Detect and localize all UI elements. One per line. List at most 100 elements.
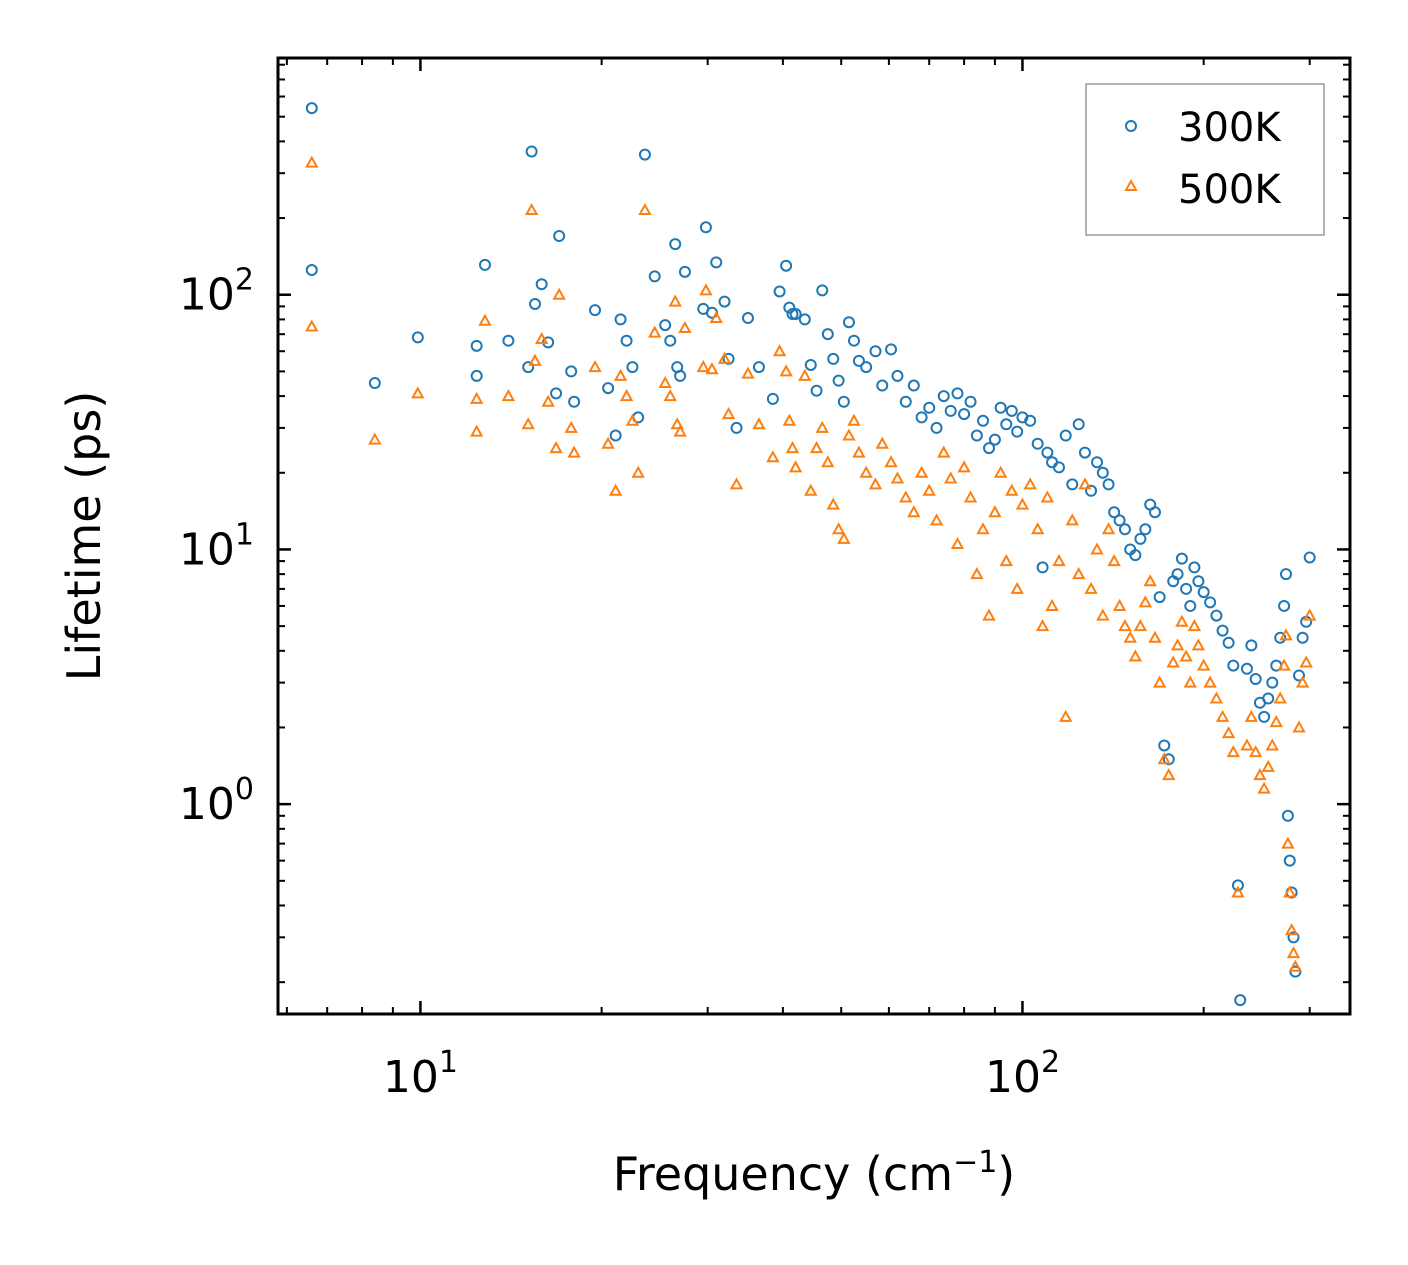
point-300k — [1281, 809, 1294, 822]
point-300k — [1180, 582, 1193, 595]
point-300k — [470, 369, 483, 382]
point-300k — [1118, 523, 1131, 536]
x-tick-label: 102 — [985, 1045, 1060, 1103]
point-300k — [1139, 523, 1152, 536]
point-500k — [663, 389, 677, 402]
point-300k — [1231, 879, 1244, 892]
point-300k — [620, 334, 633, 347]
point-300k — [1287, 931, 1300, 944]
point-500k — [541, 394, 555, 407]
point-500k — [922, 483, 936, 496]
point-500k — [1281, 836, 1295, 849]
point-500k — [1118, 619, 1132, 632]
point-300k — [1000, 418, 1013, 431]
point-300k — [964, 395, 977, 408]
point-300k — [565, 365, 578, 378]
x-tick-label: 101 — [383, 1045, 458, 1103]
point-500k — [1226, 745, 1241, 758]
point-500k — [950, 536, 965, 550]
point-500k — [1148, 630, 1162, 643]
point-300k — [609, 429, 622, 442]
point-500k — [766, 450, 780, 463]
plot-frame — [276, 56, 1352, 1016]
point-500k — [1183, 675, 1197, 688]
point-300k — [821, 328, 834, 341]
point-300k — [589, 304, 602, 317]
point-500k — [1152, 675, 1167, 688]
point-500k — [1248, 745, 1263, 758]
point-300k — [1102, 478, 1115, 491]
point-500k — [1072, 567, 1086, 580]
point-300k — [1129, 549, 1142, 562]
point-500k — [837, 531, 851, 544]
point-300k — [869, 345, 882, 358]
point-500k — [929, 513, 944, 526]
point-300k — [827, 352, 840, 365]
point-500k — [1166, 655, 1180, 668]
point-300k — [529, 297, 542, 310]
point-300k — [915, 411, 928, 424]
point-500k — [1078, 477, 1092, 490]
point-500k — [944, 471, 958, 484]
point-500k — [1277, 658, 1291, 671]
point-300k — [1072, 418, 1085, 431]
point-500k — [668, 294, 682, 307]
point-500k — [852, 445, 866, 458]
point-300k — [1078, 446, 1091, 459]
point-500k — [1231, 885, 1245, 898]
point-500k — [772, 344, 787, 357]
point-300k — [789, 308, 802, 321]
point-300k — [1245, 639, 1258, 652]
point-500k — [1035, 619, 1050, 632]
point-300k — [626, 361, 639, 374]
point-300k — [411, 331, 424, 344]
point-300k — [1283, 854, 1296, 867]
point-500k — [875, 436, 889, 449]
point-500k — [601, 436, 615, 449]
point-300k — [470, 339, 483, 352]
point-500k — [1040, 490, 1055, 503]
y-axis-title: Lifetime (ps) — [57, 391, 111, 682]
point-500k — [1162, 768, 1176, 781]
point-500k — [564, 420, 578, 433]
point-500k — [1221, 726, 1236, 739]
point-500k — [469, 424, 484, 437]
point-300k — [502, 334, 515, 347]
point-500k — [721, 407, 736, 420]
point-300k — [852, 354, 865, 367]
point-300k — [1234, 994, 1247, 1007]
point-300k — [1113, 514, 1126, 527]
point-500k — [1005, 483, 1019, 496]
point-300k — [1227, 659, 1240, 672]
point-500k — [752, 417, 766, 430]
point-500k — [709, 310, 723, 324]
point-500k — [785, 441, 800, 454]
point-300k — [944, 404, 957, 417]
point-300k — [977, 414, 990, 427]
point-500k — [859, 465, 873, 478]
point-300k — [305, 102, 318, 115]
point-500k — [826, 497, 840, 510]
point-500k — [1303, 608, 1317, 621]
point-500k — [648, 325, 662, 338]
point-500k — [1244, 709, 1259, 722]
point-500k — [1123, 630, 1137, 643]
point-300k — [752, 361, 765, 374]
point-300k — [305, 264, 318, 277]
point-300k — [1293, 669, 1306, 682]
point-500k — [1265, 738, 1279, 751]
point-300k — [1171, 568, 1184, 581]
point-300k — [1240, 662, 1253, 675]
point-300k — [553, 230, 566, 243]
point-500k — [821, 455, 835, 468]
point-500k — [567, 445, 581, 458]
point-300k — [1216, 624, 1229, 637]
point-500k — [699, 283, 713, 296]
y-tick-label: 101 — [179, 517, 254, 575]
series-300k — [305, 102, 1316, 1007]
point-500k — [788, 460, 803, 473]
legend-marker-300k — [1125, 120, 1137, 132]
point-500k — [1112, 598, 1127, 611]
point-300k — [1266, 676, 1279, 689]
